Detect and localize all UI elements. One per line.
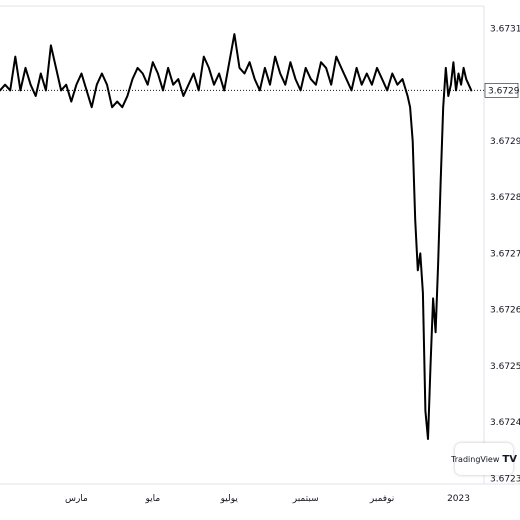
- x-tick-label: سبتمبر: [292, 494, 319, 504]
- tradingview-logo-icon: TV: [502, 453, 517, 465]
- y-tick-label: 3.67280: [490, 193, 520, 203]
- y-tick-label: 3.67250: [490, 362, 520, 372]
- y-tick-label: 3.67260: [490, 306, 520, 316]
- tradingview-brand-name: TradingView: [451, 454, 500, 464]
- y-tick-label: 3.67310: [490, 24, 520, 34]
- x-tick-label: نوفمبر: [369, 494, 394, 504]
- tradingview-badge[interactable]: TradingView TV: [451, 443, 517, 475]
- y-tick-label: 3.67270: [490, 249, 520, 259]
- y-tick-label: 3.67240: [490, 418, 520, 428]
- x-tick-label: مايو: [144, 494, 160, 504]
- x-tick-label: مارس: [65, 494, 88, 504]
- x-axis-ticks: مارس مايو يوليو سبتمبر نوفمبر 2023: [65, 494, 470, 504]
- x-tick-label: 2023: [447, 494, 470, 504]
- y-axis-ticks: 3.67310 3.67290 3.67280 3.67270 3.67260 3.672…: [490, 24, 520, 484]
- y-tick-label: 3.67230: [490, 474, 520, 484]
- price-series-line: [0, 33, 473, 440]
- last-price-box: [484, 83, 519, 98]
- x-tick-label: يوليو: [220, 494, 239, 504]
- y-tick-label: 3.67290: [490, 137, 520, 147]
- last-price-label: 3.67299: [488, 86, 520, 96]
